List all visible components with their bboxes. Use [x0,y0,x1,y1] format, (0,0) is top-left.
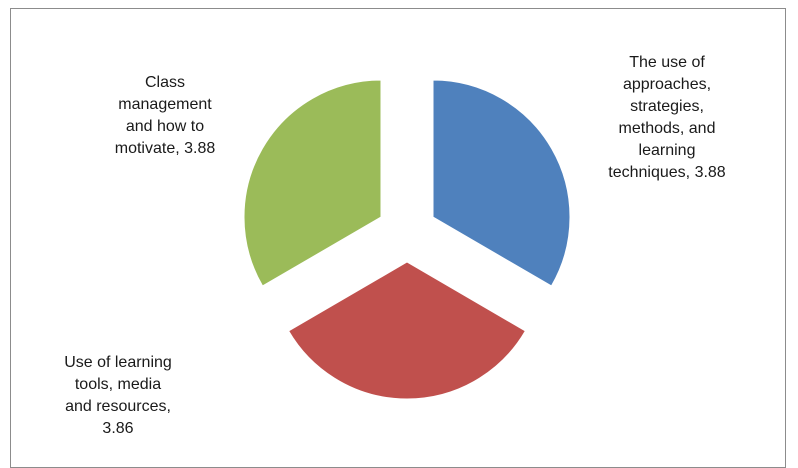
slice-label-approaches: The use of approaches, strategies, metho… [608,54,726,181]
slice-learning-tools [287,261,527,400]
slice-approaches [432,79,571,287]
slice-class-management [243,79,382,287]
slice-label-class-management: Class management and how to motivate, 3.… [114,74,216,157]
slice-label-learning-tools: Use of learning tools, media and resourc… [64,354,172,437]
pie-chart [243,79,571,400]
